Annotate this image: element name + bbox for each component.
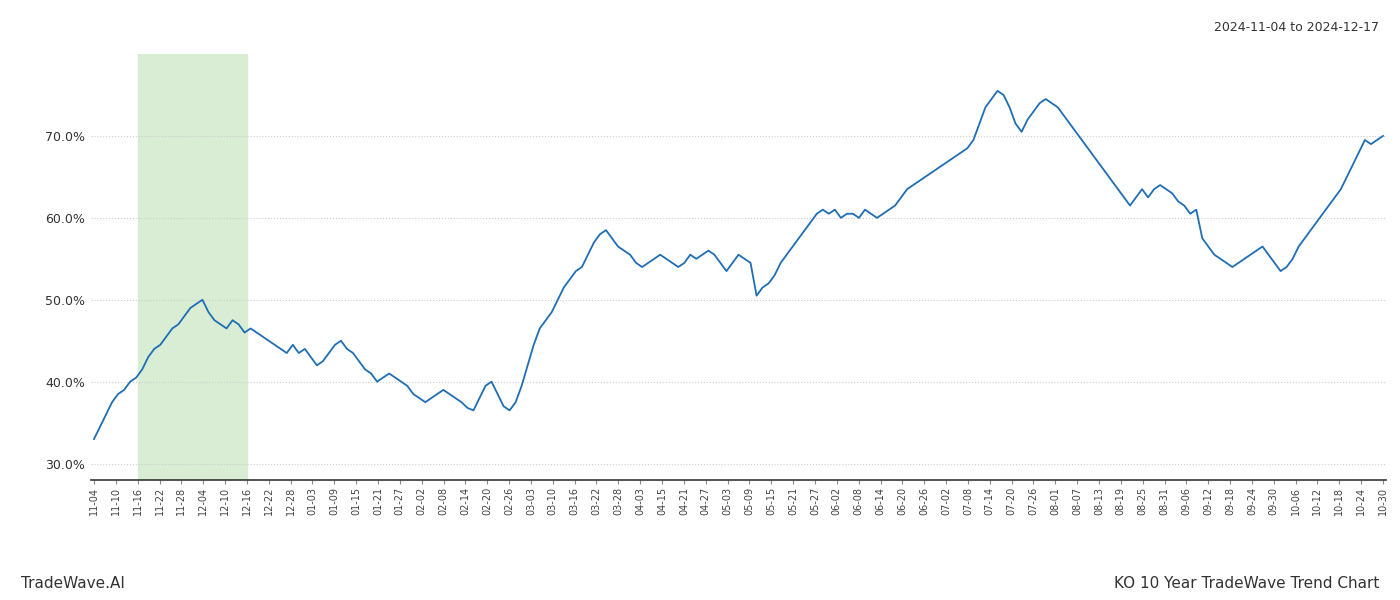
Text: KO 10 Year TradeWave Trend Chart: KO 10 Year TradeWave Trend Chart xyxy=(1113,576,1379,591)
Text: 2024-11-04 to 2024-12-17: 2024-11-04 to 2024-12-17 xyxy=(1214,21,1379,34)
Bar xyxy=(137,54,246,480)
Text: TradeWave.AI: TradeWave.AI xyxy=(21,576,125,591)
